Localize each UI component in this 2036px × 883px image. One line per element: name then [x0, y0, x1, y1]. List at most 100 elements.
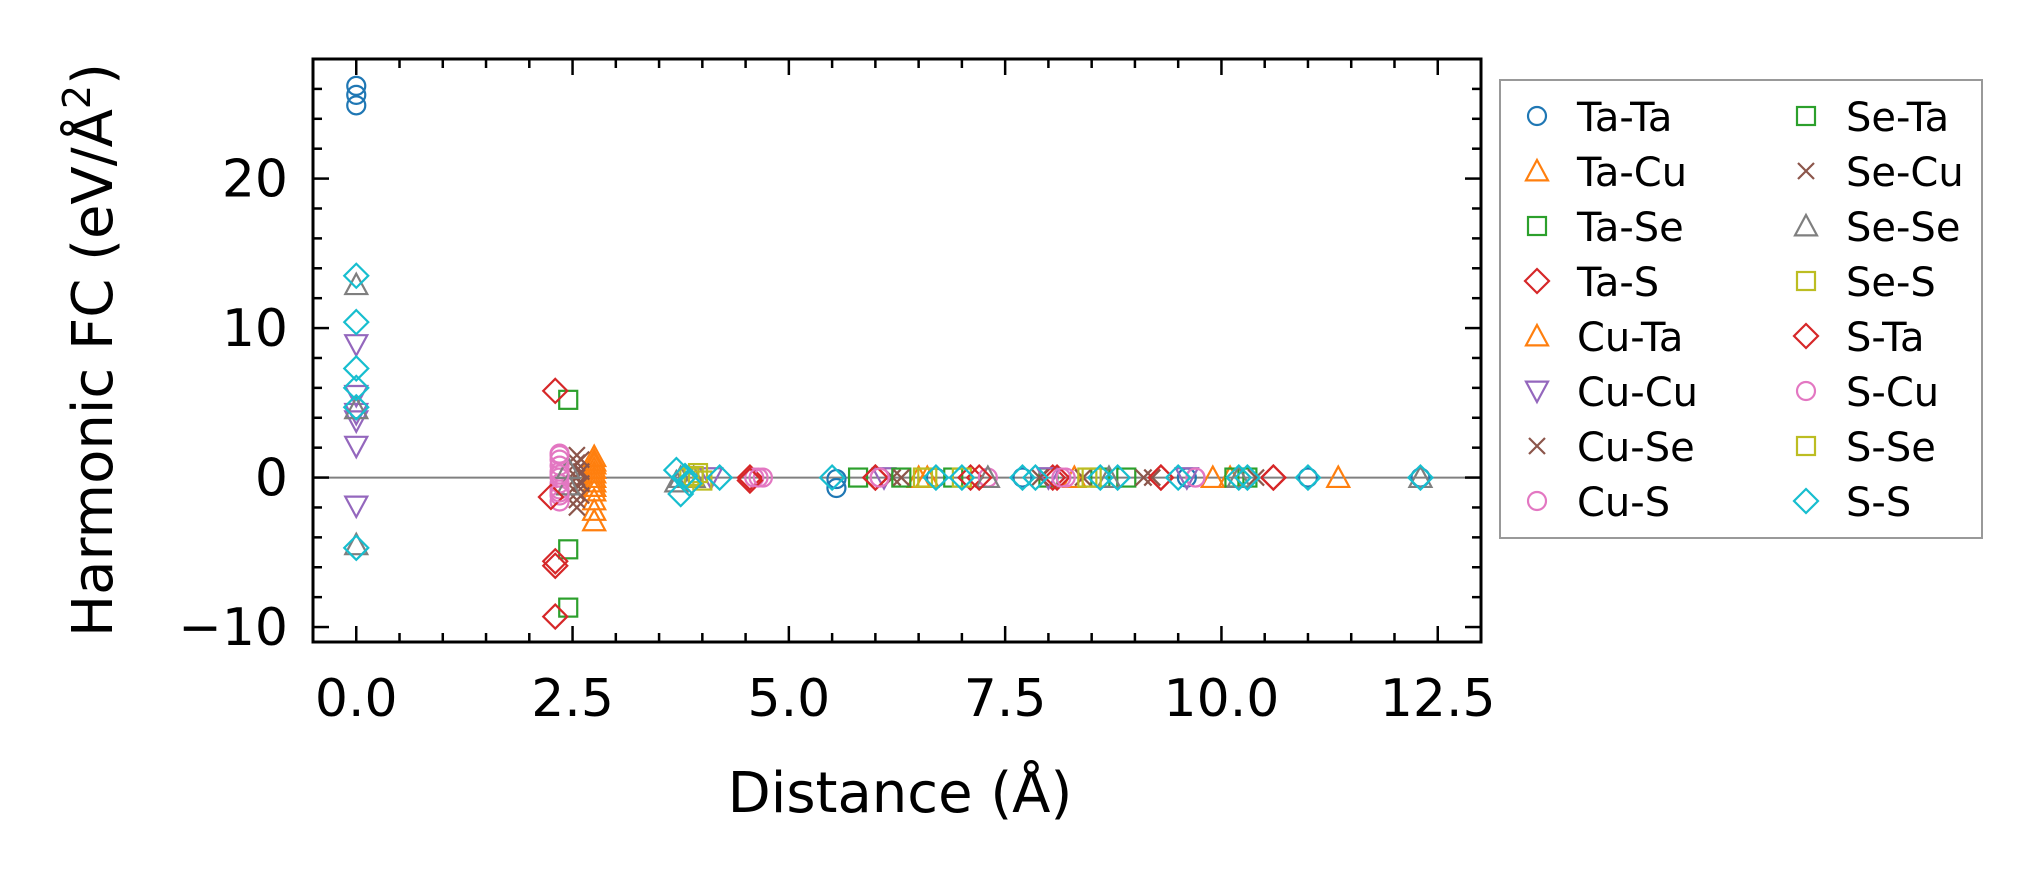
data-point [1012, 467, 1033, 488]
legend-item: Cu-Se [1528, 425, 1695, 471]
y-tick-label: 20 [222, 150, 288, 210]
data-point [346, 95, 367, 116]
legend-label: Se-Se [1846, 205, 1960, 251]
legend-item: Se-S [1795, 260, 1936, 306]
data-point [342, 308, 370, 336]
data-point [675, 469, 703, 498]
legend-item: Ta-Ta [1526, 95, 1672, 141]
series-cu-cu [343, 334, 1200, 520]
legend-marker [1793, 212, 1819, 237]
legend-label: Se-S [1846, 260, 1936, 306]
data-point [1407, 464, 1434, 489]
legend-label: S-S [1846, 480, 1911, 526]
legend-marker [1523, 267, 1551, 295]
data-point [1030, 468, 1049, 487]
legend-box [1499, 79, 1983, 539]
series-s-ta [537, 464, 1287, 580]
legend-marker [1792, 487, 1820, 515]
legend-item: Se-Ta [1795, 95, 1949, 141]
data-point [1051, 467, 1072, 488]
data-point [663, 468, 690, 493]
legend-label: Ta-S [1576, 260, 1659, 306]
data-point [1008, 464, 1037, 492]
plot-frame [311, 57, 1483, 644]
data-point [342, 262, 370, 290]
legend-item: Ta-Cu [1524, 150, 1687, 196]
data-marks [313, 75, 1481, 631]
data-point [818, 464, 846, 492]
data-point [861, 464, 889, 492]
legend-label: Cu-S [1577, 480, 1670, 526]
series-se-se [343, 271, 1434, 556]
axes [311, 57, 1483, 644]
series-s-cu [549, 445, 1206, 503]
data-point [912, 467, 934, 488]
legend-item: Cu-S [1526, 480, 1670, 526]
data-point [343, 384, 370, 409]
legend-marker [1795, 105, 1817, 127]
legend-marker [1524, 380, 1550, 405]
data-point [951, 467, 972, 488]
legend-item: S-Ta [1792, 315, 1924, 361]
data-point [1096, 464, 1122, 489]
data-point [342, 354, 370, 382]
y-tick-label: −10 [178, 598, 288, 658]
legend-label: Ta-Se [1576, 205, 1684, 251]
data-point [1077, 467, 1098, 488]
legend-item: S-S [1792, 480, 1911, 526]
x-tick-label: 0.0 [315, 669, 398, 729]
legend-label: Cu-Cu [1577, 370, 1698, 416]
legend-label: Cu-Se [1577, 425, 1695, 471]
data-point [1297, 467, 1319, 488]
legend-marker [1524, 322, 1550, 347]
y-axis-label: Harmonic FC (eV/Å2) [55, 63, 126, 637]
data-point [974, 464, 1001, 489]
legend-marker [1526, 105, 1548, 127]
data-point [346, 75, 367, 97]
series-ta-s [541, 377, 1287, 631]
y-axis-label-close: ) [61, 63, 126, 85]
y-tick-label: 10 [222, 299, 288, 359]
data-point [891, 467, 912, 488]
legend-item: Se-Cu [1797, 150, 1964, 196]
legend-item: Cu-Ta [1524, 315, 1683, 361]
data-point [1233, 464, 1261, 492]
data-point [1325, 464, 1352, 489]
x-tick-label: 5.0 [748, 669, 831, 729]
x-tick-label: 10.0 [1164, 669, 1280, 729]
data-point [549, 482, 570, 503]
y-tick-label: 0 [255, 449, 288, 509]
legend-label: Se-Cu [1846, 150, 1964, 196]
series-ta-se [558, 389, 1258, 618]
legend-item: Ta-S [1523, 260, 1659, 306]
series-ta-ta [346, 75, 1431, 499]
data-point [748, 467, 769, 488]
data-point [343, 495, 370, 520]
legend-item: Cu-Cu [1524, 370, 1698, 416]
data-point [892, 468, 911, 487]
legend-marker [1795, 435, 1817, 457]
data-point [736, 466, 764, 495]
legend-label: S-Se [1846, 425, 1936, 471]
data-point [558, 597, 579, 618]
data-point [343, 435, 370, 460]
data-point [671, 462, 699, 490]
data-point [541, 377, 569, 405]
legend-label: Cu-Ta [1577, 315, 1683, 361]
legend: Ta-Ta Ta-Cu Ta-Se Ta-S Cu-Ta Cu-Cu Cu-Se Cu-S Se… [1499, 79, 1983, 539]
legend-marker [1795, 380, 1817, 402]
legend-marker [1526, 490, 1548, 512]
data-point [922, 464, 950, 492]
legend-item: S-Se [1795, 425, 1936, 471]
data-point [1173, 467, 1200, 491]
legend-marker [1792, 322, 1820, 350]
data-point [1116, 467, 1137, 488]
data-point [1134, 468, 1153, 487]
data-point [558, 539, 579, 560]
y-axis-label-main: Harmonic FC (eV/Å [60, 109, 126, 637]
data-point [869, 467, 890, 488]
data-point [698, 467, 724, 491]
data-point [558, 389, 579, 410]
data-point [826, 477, 847, 499]
